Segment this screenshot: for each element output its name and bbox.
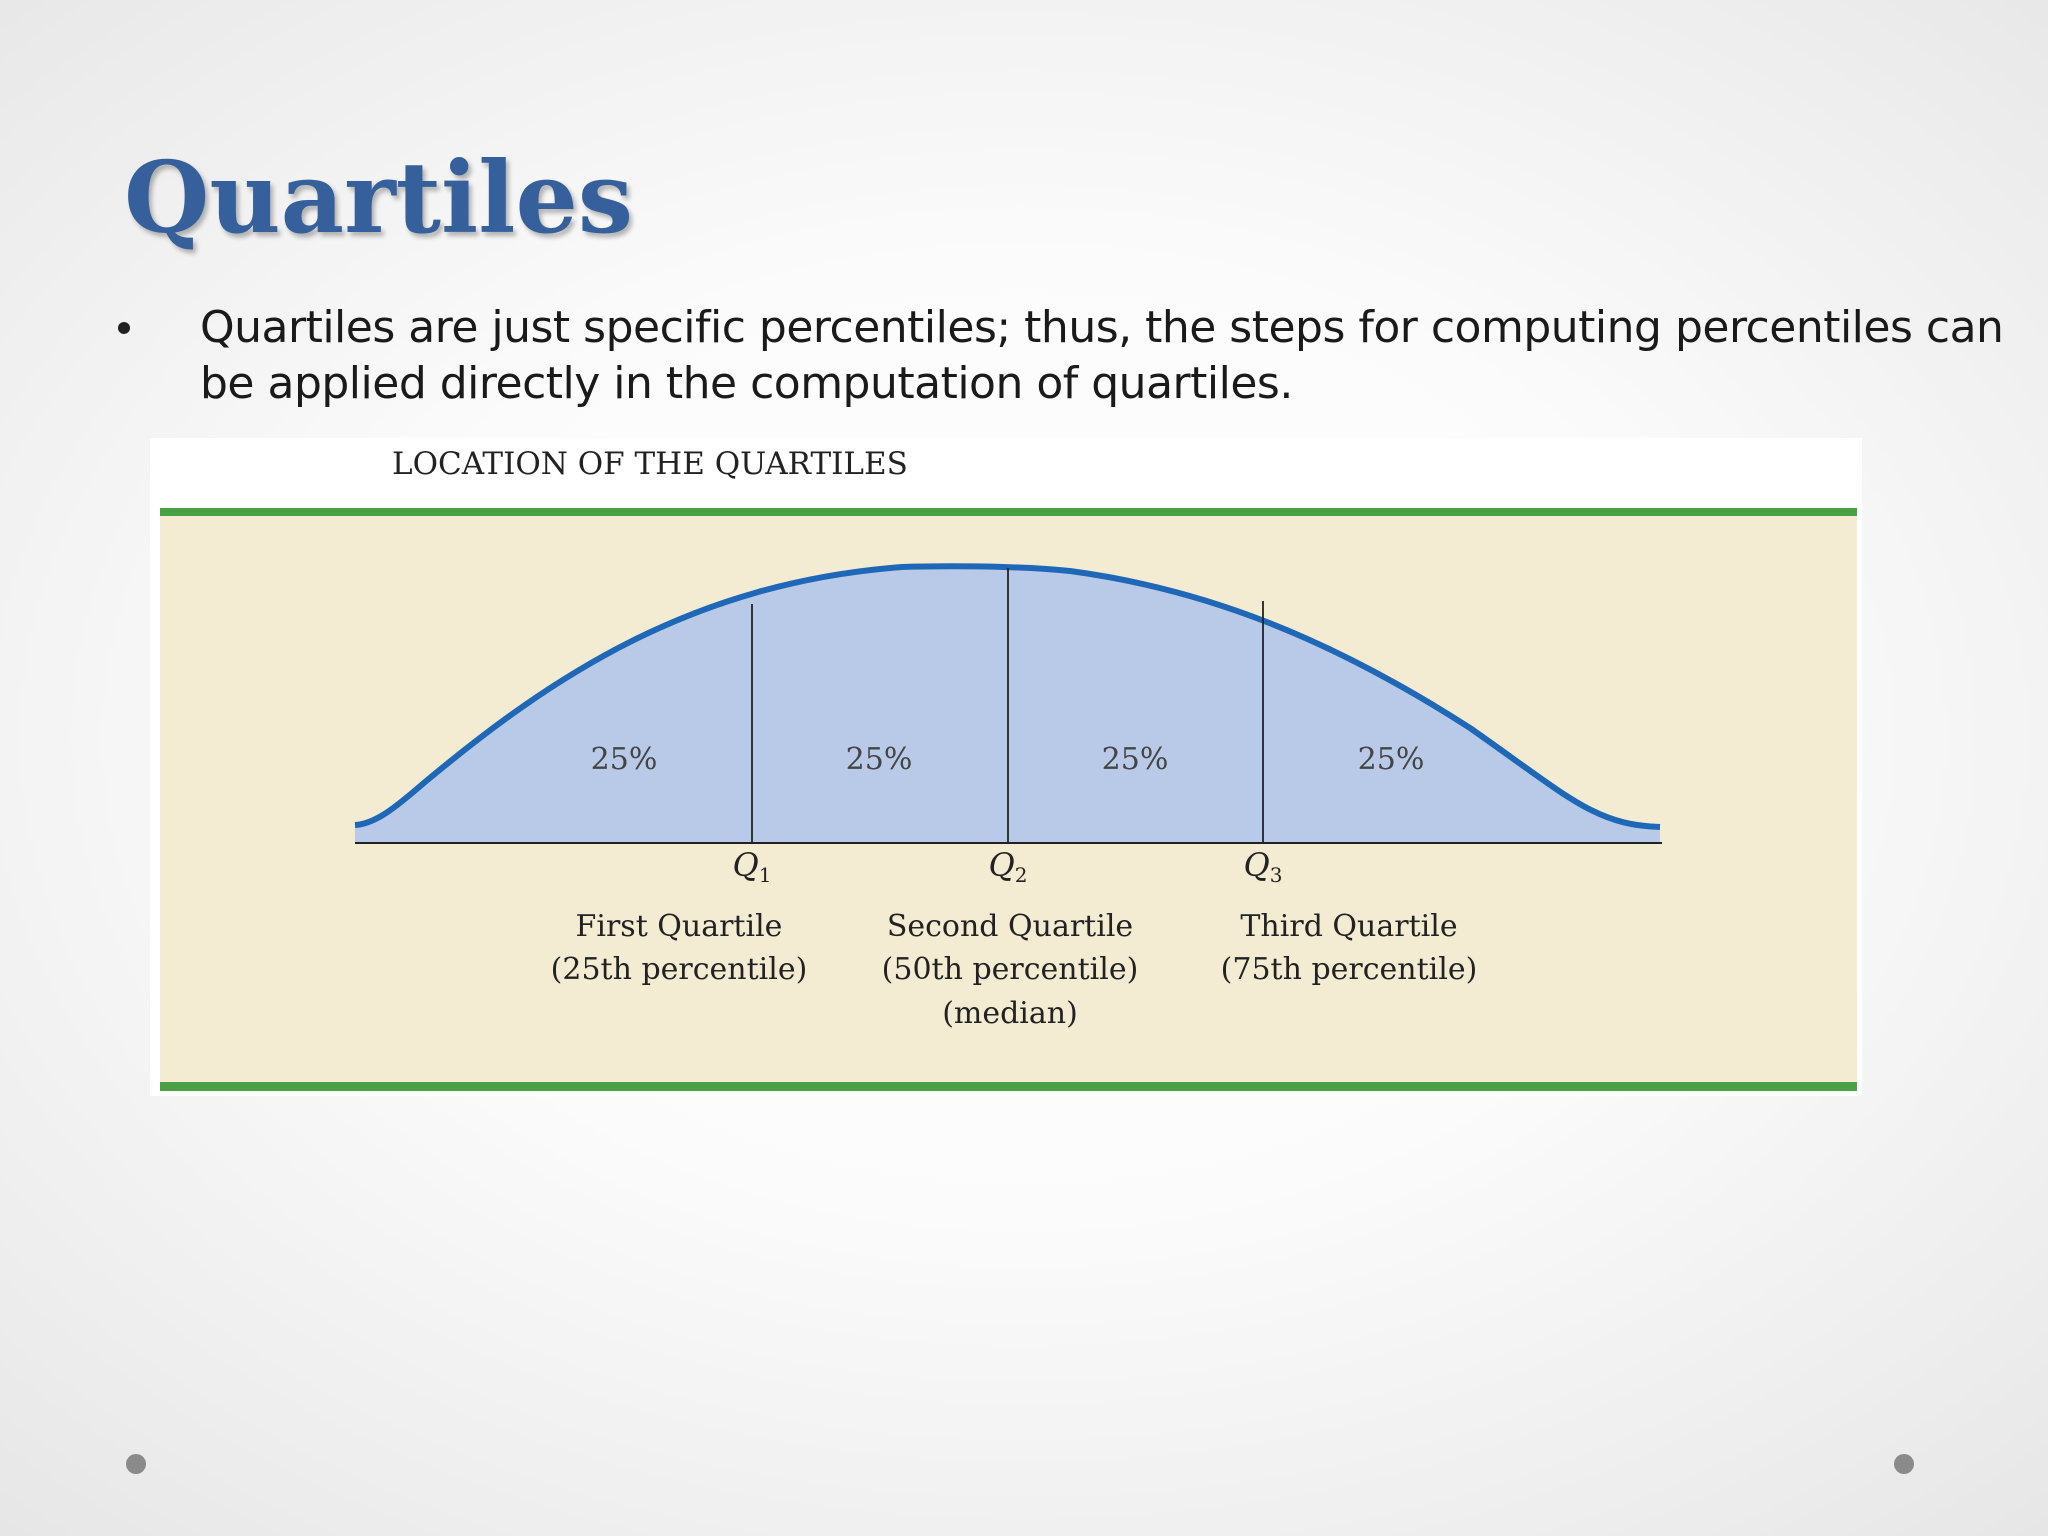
bullet-marker: [118, 322, 130, 334]
slide-corner-dot-right: [1894, 1454, 1914, 1474]
q2-extra: (median): [942, 996, 1078, 1031]
quartile-figure: LOCATION OF THE QUARTILES 25% 25% 25% 25…: [150, 438, 1862, 1096]
q2-symbol: Q2: [989, 846, 1028, 887]
region-label-3: 25%: [1102, 742, 1169, 777]
bullet-text: Quartiles are just specific percentiles;…: [200, 302, 2004, 409]
region-label-1: 25%: [591, 742, 658, 777]
bottom-rule: [160, 1082, 1857, 1091]
distribution-curve: [354, 563, 1661, 830]
q1-detail: (25th percentile): [551, 952, 808, 987]
slide-corner-dot-left: [126, 1454, 146, 1474]
q1-name: First Quartile: [576, 909, 783, 944]
region-label-4: 25%: [1358, 742, 1425, 777]
slide-title: Quartiles: [124, 141, 633, 256]
q3-name: Third Quartile: [1240, 909, 1457, 944]
figure-heading: LOCATION OF THE QUARTILES: [392, 446, 908, 482]
top-rule: [160, 508, 1857, 516]
q2-name: Second Quartile: [887, 909, 1133, 944]
q1-symbol: Q1: [733, 846, 772, 887]
q3-detail: (75th percentile): [1221, 952, 1478, 987]
quartile-diagram: LOCATION OF THE QUARTILES 25% 25% 25% 25…: [160, 446, 1857, 1091]
q3-symbol: Q3: [1244, 846, 1283, 887]
region-label-2: 25%: [846, 742, 913, 777]
q2-detail: (50th percentile): [882, 952, 1139, 987]
